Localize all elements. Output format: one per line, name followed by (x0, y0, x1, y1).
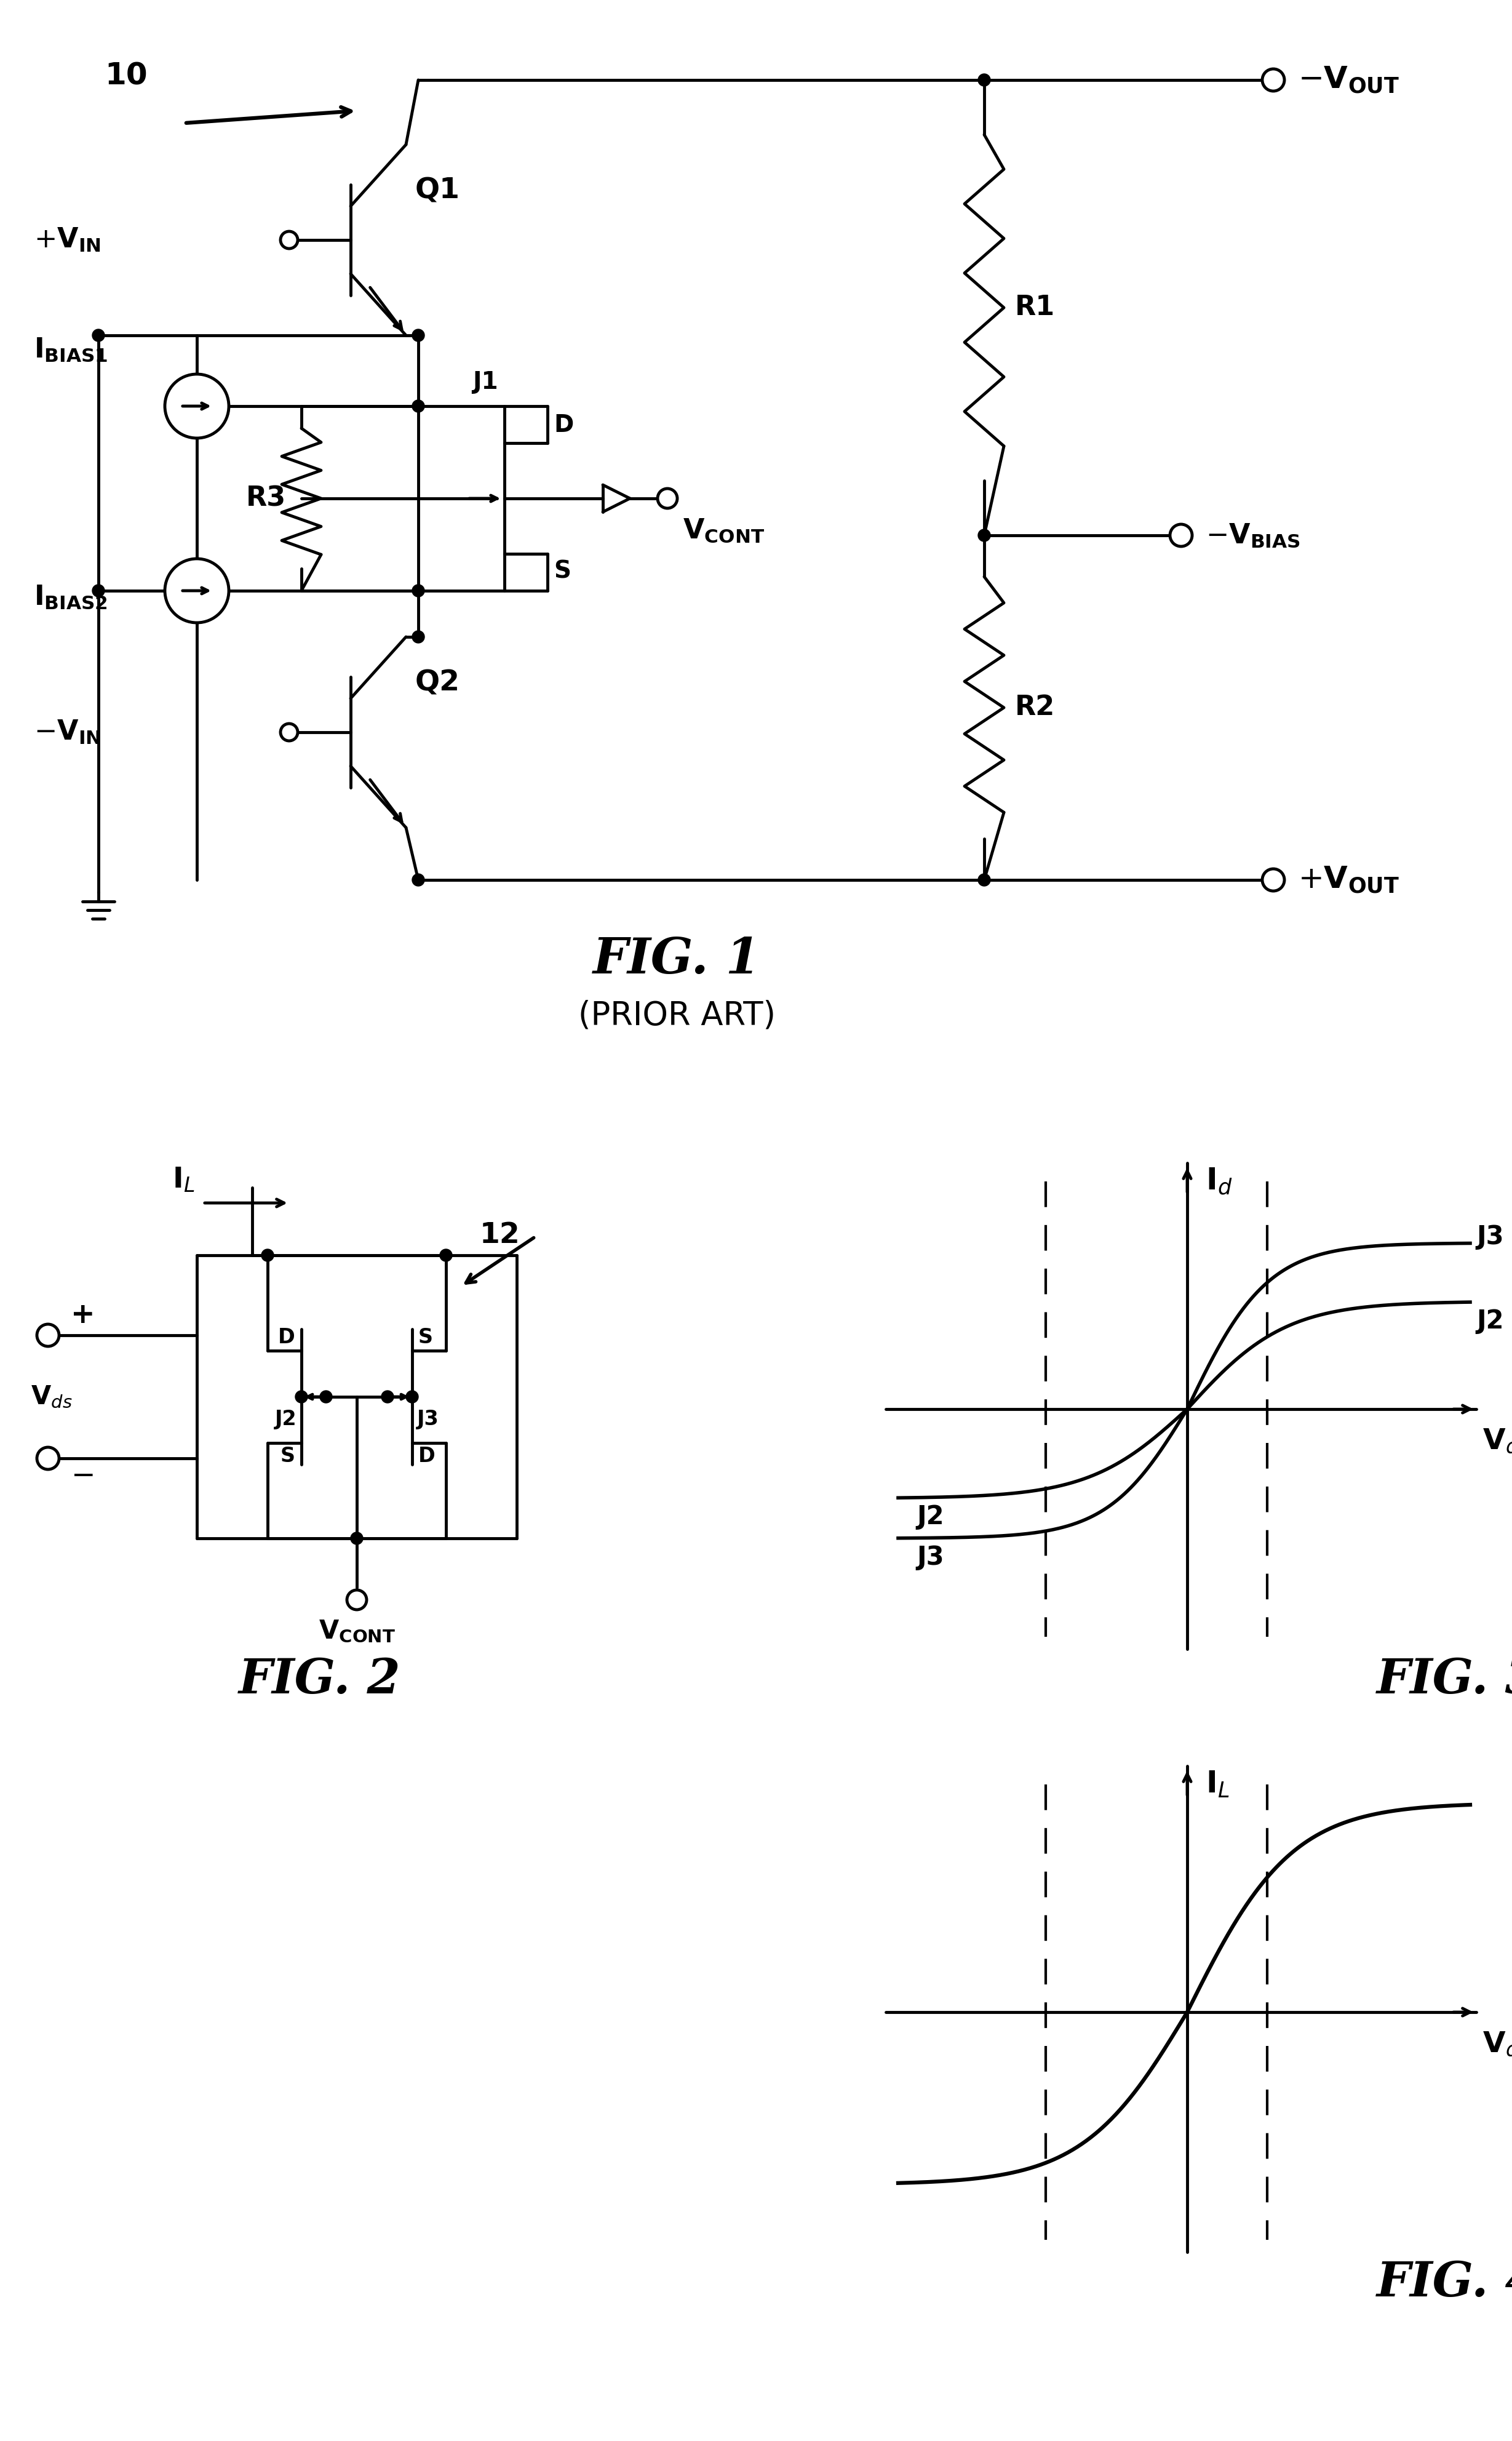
Circle shape (295, 1391, 307, 1404)
Text: R2: R2 (1015, 693, 1055, 720)
Text: V$_{\mathbf{CONT}}$: V$_{\mathbf{CONT}}$ (683, 517, 765, 544)
Circle shape (321, 1391, 333, 1404)
Circle shape (658, 488, 677, 508)
Text: FIG. 4: FIG. 4 (1377, 2260, 1512, 2307)
Text: V$_{\mathbf{CONT}}$: V$_{\mathbf{CONT}}$ (319, 1618, 395, 1645)
Text: I$_{\mathbf{BIAS2}}$: I$_{\mathbf{BIAS2}}$ (33, 583, 107, 610)
Circle shape (413, 400, 425, 413)
Text: J2: J2 (1476, 1308, 1504, 1335)
Text: R3: R3 (246, 486, 286, 513)
Text: +: + (71, 1301, 95, 1328)
Circle shape (1170, 525, 1191, 547)
Circle shape (36, 1323, 59, 1347)
Circle shape (978, 73, 990, 85)
Circle shape (36, 1448, 59, 1469)
Circle shape (413, 330, 425, 342)
Circle shape (413, 630, 425, 642)
Text: I$_L$: I$_L$ (172, 1167, 195, 1194)
Text: 10: 10 (104, 61, 147, 90)
Text: D: D (553, 413, 573, 437)
Circle shape (281, 723, 298, 742)
Text: S: S (553, 559, 572, 583)
Text: I$_{\mathbf{BIAS1}}$: I$_{\mathbf{BIAS1}}$ (33, 337, 107, 364)
Circle shape (165, 559, 228, 622)
Circle shape (413, 874, 425, 886)
Circle shape (440, 1250, 452, 1262)
Circle shape (92, 583, 104, 598)
Text: J3: J3 (417, 1408, 438, 1430)
Text: S: S (419, 1328, 432, 1347)
Text: J3: J3 (916, 1545, 943, 1570)
Circle shape (413, 583, 425, 598)
Circle shape (281, 232, 298, 249)
Circle shape (92, 330, 104, 342)
Text: $+$V$_{\mathbf{IN}}$: $+$V$_{\mathbf{IN}}$ (33, 227, 101, 254)
Text: J2: J2 (275, 1408, 296, 1430)
Text: D: D (419, 1445, 435, 1467)
Text: $+$V$_{\mathbf{OUT}}$: $+$V$_{\mathbf{OUT}}$ (1297, 864, 1399, 896)
Circle shape (165, 373, 228, 437)
Text: R1: R1 (1015, 295, 1055, 320)
Circle shape (381, 1391, 393, 1404)
Text: J2: J2 (916, 1504, 943, 1531)
Text: FIG. 3: FIG. 3 (1377, 1657, 1512, 1704)
Circle shape (407, 1391, 419, 1404)
Text: FIG. 1: FIG. 1 (593, 935, 761, 984)
Text: I$_d$: I$_d$ (1205, 1167, 1232, 1196)
Text: V$_{ds}$: V$_{ds}$ (30, 1384, 73, 1411)
Text: Q1: Q1 (416, 176, 460, 205)
Text: $-$V$_{\mathbf{IN}}$: $-$V$_{\mathbf{IN}}$ (33, 718, 101, 747)
Text: I$_L$: I$_L$ (1205, 1770, 1229, 1799)
Text: $-$V$_{\mathbf{BIAS}}$: $-$V$_{\mathbf{BIAS}}$ (1205, 522, 1300, 549)
Circle shape (978, 874, 990, 886)
Text: Q2: Q2 (416, 669, 460, 696)
Text: J1: J1 (473, 371, 499, 393)
Text: 12: 12 (479, 1220, 520, 1250)
Circle shape (1263, 869, 1284, 891)
Text: J3: J3 (1476, 1225, 1504, 1250)
Circle shape (346, 1589, 366, 1609)
Text: (PRIOR ART): (PRIOR ART) (578, 998, 776, 1030)
Circle shape (978, 530, 990, 542)
Text: V$_{ds}$: V$_{ds}$ (1482, 1428, 1512, 1455)
Text: $-$V$_{\mathbf{OUT}}$: $-$V$_{\mathbf{OUT}}$ (1297, 66, 1399, 95)
Text: D: D (278, 1328, 295, 1347)
Circle shape (351, 1533, 363, 1545)
Text: S: S (281, 1445, 295, 1467)
Text: $-$: $-$ (71, 1462, 94, 1489)
Circle shape (262, 1250, 274, 1262)
Text: FIG. 2: FIG. 2 (239, 1657, 401, 1704)
Text: V$_{ds}$: V$_{ds}$ (1482, 2031, 1512, 2058)
Circle shape (1263, 68, 1284, 90)
